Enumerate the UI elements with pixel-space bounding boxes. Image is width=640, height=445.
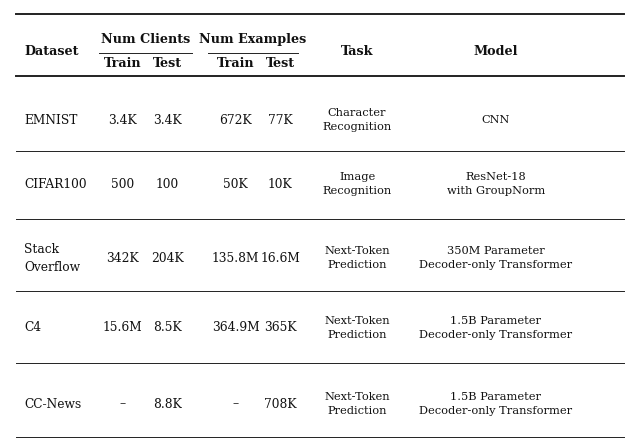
Text: 500: 500: [111, 178, 134, 191]
Text: 15.6M: 15.6M: [103, 321, 143, 334]
Text: CNN: CNN: [482, 115, 510, 125]
Text: Next-Token
Prediction: Next-Token Prediction: [324, 392, 390, 416]
Text: 8.5K: 8.5K: [154, 321, 182, 334]
Text: –: –: [120, 397, 126, 411]
Text: Train: Train: [217, 57, 254, 70]
Text: Num Clients: Num Clients: [101, 32, 190, 46]
Text: 16.6M: 16.6M: [260, 251, 300, 265]
Text: 10K: 10K: [268, 178, 292, 191]
Text: Test: Test: [153, 57, 182, 70]
Text: 3.4K: 3.4K: [154, 113, 182, 127]
Text: Next-Token
Prediction: Next-Token Prediction: [324, 316, 390, 340]
Text: ResNet-18
with GroupNorm: ResNet-18 with GroupNorm: [447, 172, 545, 196]
Text: 708K: 708K: [264, 397, 296, 411]
Text: Next-Token
Prediction: Next-Token Prediction: [324, 246, 390, 270]
Text: Num Examples: Num Examples: [199, 32, 307, 46]
Text: Model: Model: [474, 44, 518, 58]
Text: Image
Recognition: Image Recognition: [323, 172, 392, 196]
Text: CIFAR100: CIFAR100: [24, 178, 87, 191]
Text: 350M Parameter
Decoder-only Transformer: 350M Parameter Decoder-only Transformer: [419, 246, 573, 270]
Text: 135.8M: 135.8M: [212, 251, 259, 265]
Text: 204K: 204K: [152, 251, 184, 265]
Text: Dataset: Dataset: [24, 44, 79, 58]
Text: 100: 100: [156, 178, 179, 191]
Text: Stack
Overflow: Stack Overflow: [24, 243, 81, 274]
Text: CC-News: CC-News: [24, 397, 81, 411]
Text: Character
Recognition: Character Recognition: [323, 108, 392, 132]
Text: 1.5B Parameter
Decoder-only Transformer: 1.5B Parameter Decoder-only Transformer: [419, 316, 573, 340]
Text: Train: Train: [104, 57, 141, 70]
Text: EMNIST: EMNIST: [24, 113, 77, 127]
Text: 364.9M: 364.9M: [212, 321, 259, 334]
Text: 8.8K: 8.8K: [154, 397, 182, 411]
Text: Test: Test: [266, 57, 295, 70]
Text: Task: Task: [341, 44, 373, 58]
Text: 672K: 672K: [220, 113, 252, 127]
Text: 1.5B Parameter
Decoder-only Transformer: 1.5B Parameter Decoder-only Transformer: [419, 392, 573, 416]
Text: 342K: 342K: [107, 251, 139, 265]
Text: 50K: 50K: [223, 178, 248, 191]
Text: 77K: 77K: [268, 113, 292, 127]
Text: 3.4K: 3.4K: [109, 113, 137, 127]
Text: 365K: 365K: [264, 321, 296, 334]
Text: –: –: [232, 397, 239, 411]
Text: C4: C4: [24, 321, 42, 334]
